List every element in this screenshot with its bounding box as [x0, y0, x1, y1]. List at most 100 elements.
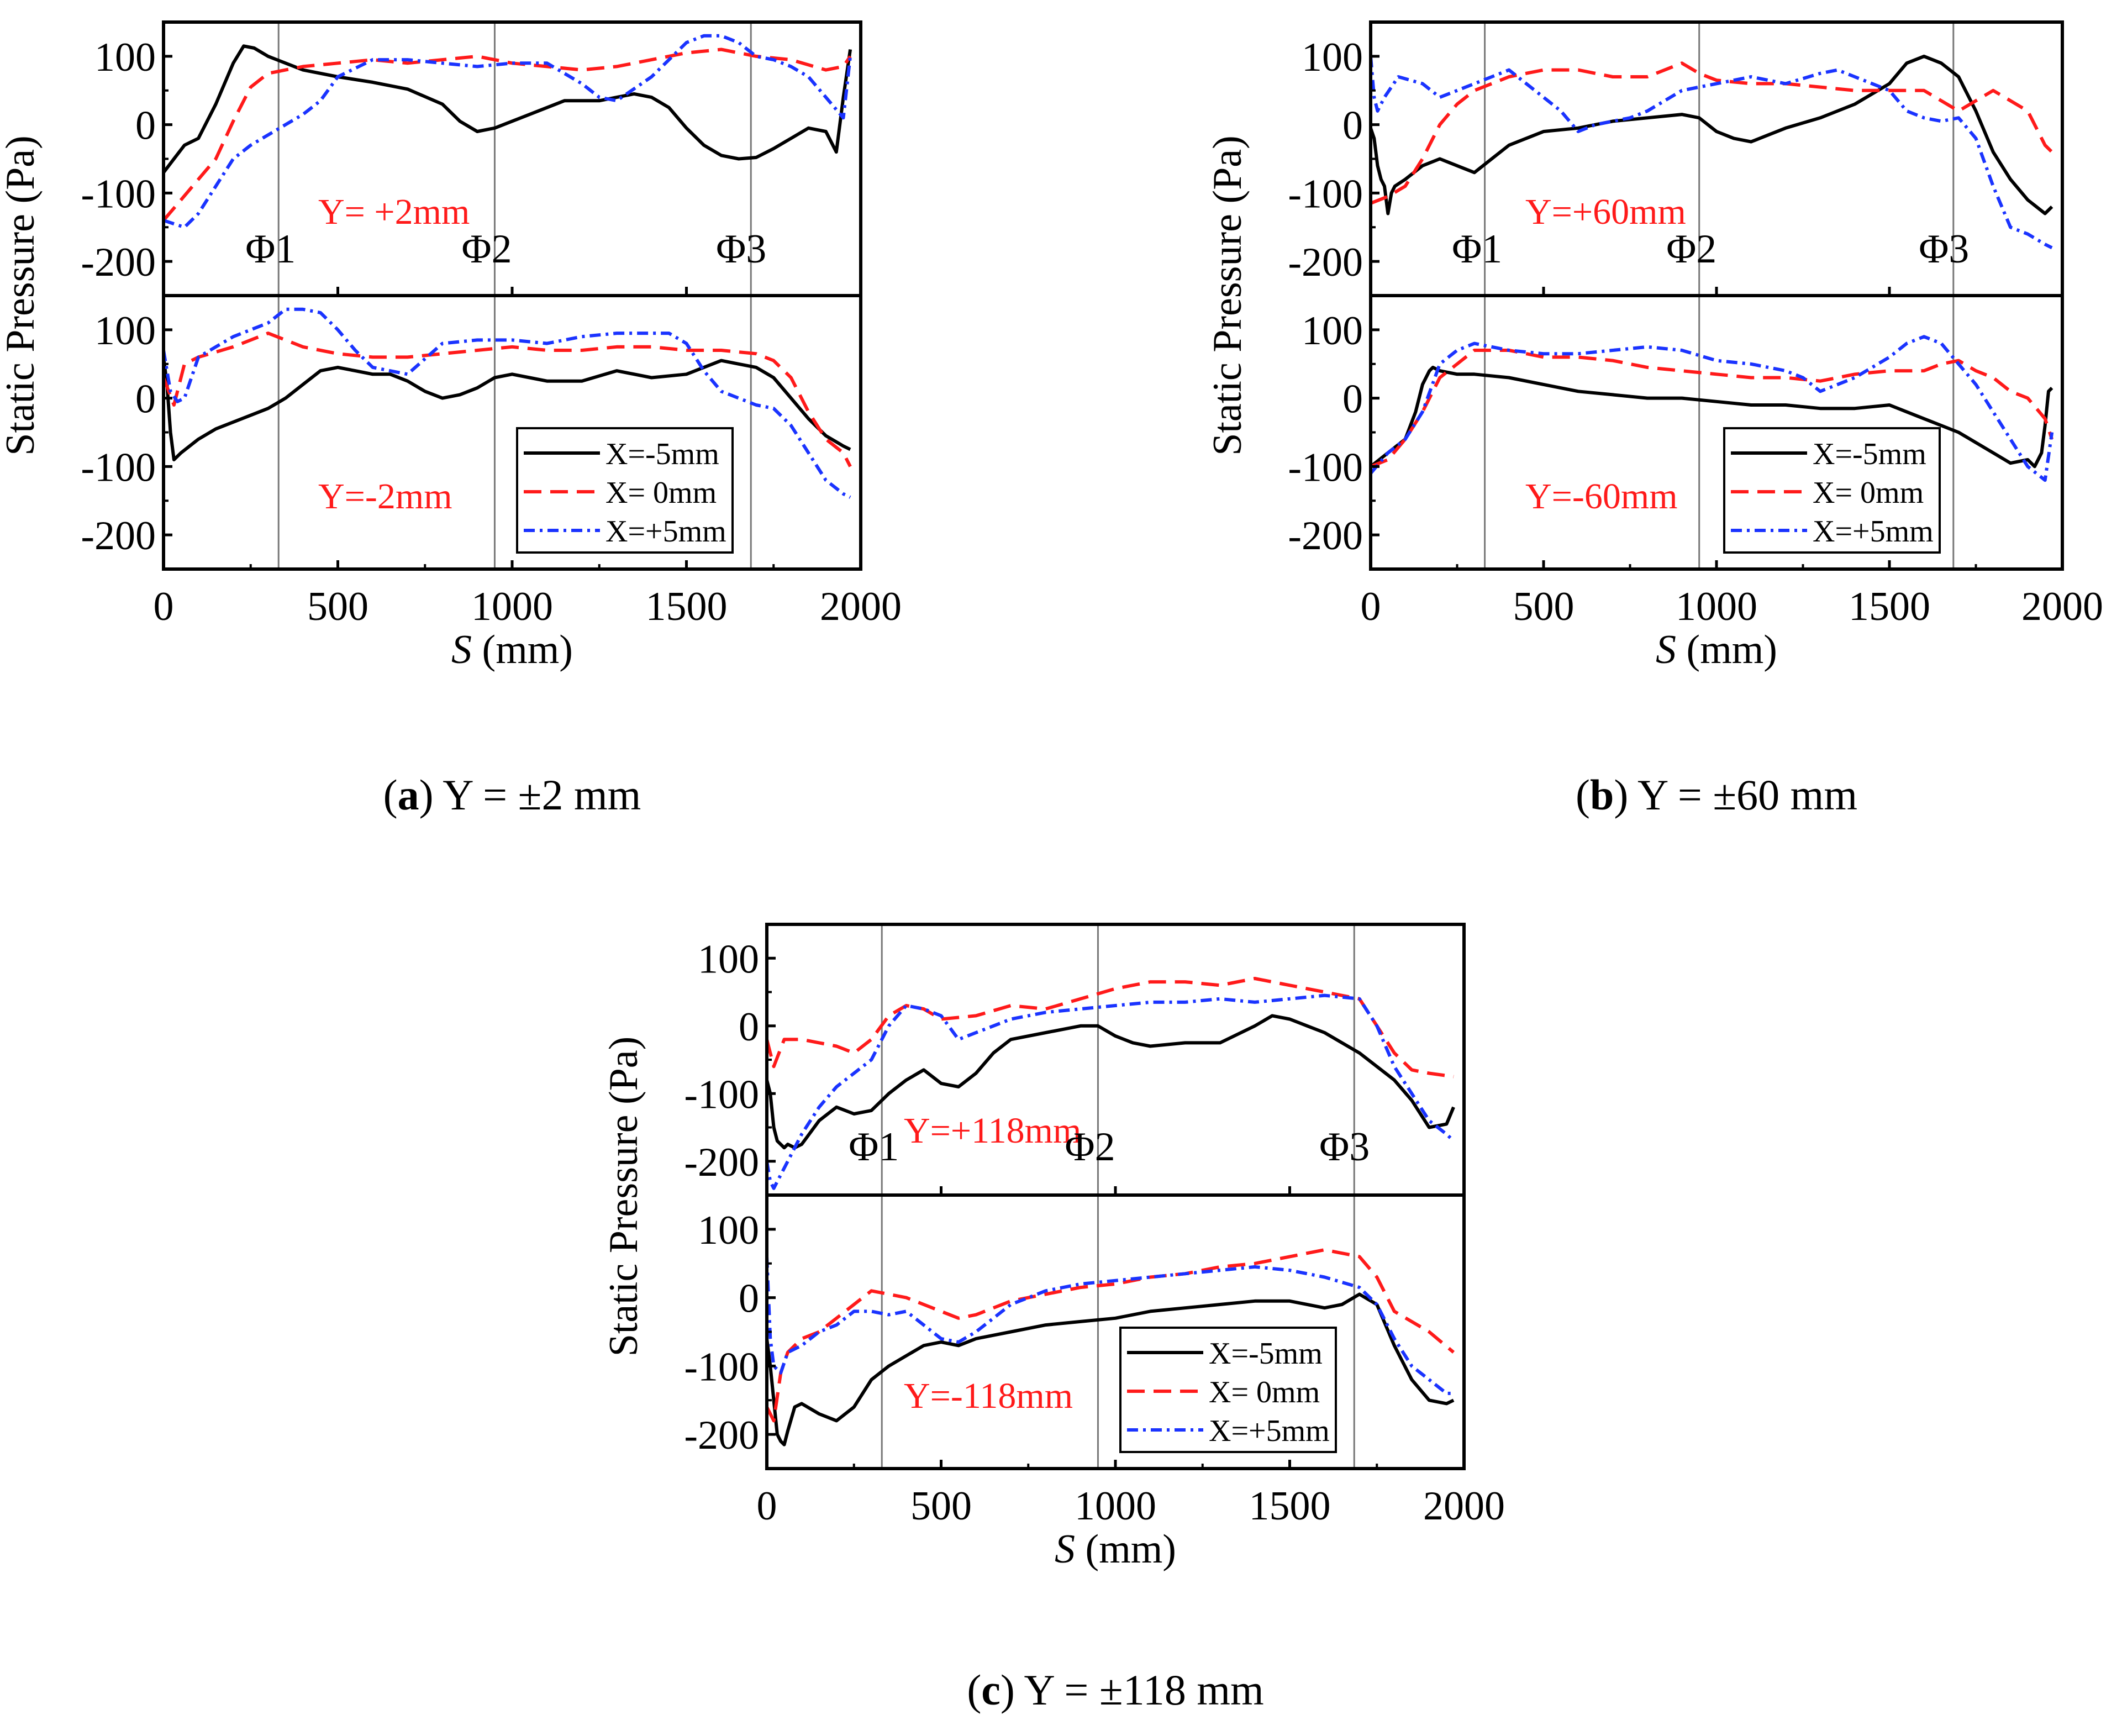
y-axis-label: Static Pressure (Pa) — [1205, 135, 1250, 456]
lower-y-annotation: Y=-118mm — [904, 1376, 1073, 1416]
legend-label-x-pos5: X=+5mm — [1209, 1414, 1330, 1448]
lower-ytick-label: 0 — [135, 377, 156, 422]
panel-caption: (b) Y = ±60 mm — [1576, 771, 1857, 819]
lower-y-annotation: Y=-60mm — [1525, 476, 1678, 517]
xtick-label: 1500 — [646, 584, 728, 629]
caption-text: ) Y = ±118 mm — [1001, 1666, 1264, 1714]
lower-ytick-label: -200 — [81, 513, 156, 559]
xtick-label: 0 — [757, 1484, 777, 1529]
upper-series-x-neg5-line — [164, 44, 852, 174]
lower-ytick-label: 0 — [1342, 377, 1363, 422]
x-axis-label-symbol: S — [1656, 627, 1676, 672]
lower-series-x-0-line — [1371, 349, 2054, 469]
upper-ytick-label: -200 — [1288, 240, 1363, 285]
lower-series-x-neg5-line — [767, 1292, 1455, 1446]
upper-series-x-pos5-line — [1371, 56, 2053, 250]
upper-ytick-label: 0 — [135, 103, 156, 149]
upper-ytick-label: 100 — [1302, 35, 1363, 80]
lower-y-annotation: Y=-2mm — [318, 476, 452, 517]
caption-letter: b — [1590, 771, 1614, 819]
x-axis-label: S (mm) — [1055, 1527, 1176, 1572]
upper-series-x-pos5-line — [767, 993, 1455, 1190]
lower-series-x-neg5-line — [1371, 365, 2053, 469]
x-axis-label-unit: (mm) — [1075, 1527, 1176, 1572]
legend-label-x-0: X= 0mm — [1813, 476, 1924, 510]
panel-b: 1000-100-200Y=+60mm1000-100-200Y=-60mmΦ1… — [1205, 20, 2103, 819]
lower-ytick-label: 0 — [739, 1276, 759, 1322]
upper-y-annotation: Y=+118mm — [904, 1111, 1081, 1151]
legend-label-x-neg5: X=-5mm — [1209, 1337, 1323, 1371]
y-axis-label: Static Pressure (Pa) — [601, 1037, 646, 1357]
lower-ytick-label: 100 — [94, 308, 156, 354]
upper-y-annotation: Y=+60mm — [1525, 192, 1686, 232]
phi-label-2: Φ2 — [462, 227, 512, 272]
xtick-label: 1000 — [1676, 584, 1757, 629]
legend: X=-5mm X= 0mm X=+5mm — [516, 427, 734, 554]
lower-ytick-label: 100 — [698, 1208, 759, 1253]
upper-series-x-neg5-line — [1371, 54, 2053, 215]
x-axis-label-unit: (mm) — [472, 627, 573, 672]
panel-caption: (a) Y = ±2 mm — [383, 771, 641, 819]
phi-label-1: Φ1 — [849, 1124, 899, 1170]
upper-ytick-label: 0 — [1342, 103, 1363, 149]
caption-open-paren: ( — [967, 1666, 981, 1714]
lower-ytick-label: -100 — [1288, 445, 1363, 490]
phi-label-2: Φ2 — [1065, 1124, 1115, 1170]
phi-label-3: Φ3 — [1319, 1124, 1370, 1170]
upper-ytick-label: 0 — [739, 1004, 759, 1050]
xtick-label: 500 — [910, 1484, 972, 1529]
legend: X=-5mm X= 0mm X=+5mm — [1119, 1327, 1337, 1453]
legend-label-x-pos5: X=+5mm — [1813, 514, 1934, 549]
xtick-label: 0 — [154, 584, 174, 629]
xtick-label: 2000 — [1423, 1484, 1505, 1529]
caption-open-paren: ( — [1576, 771, 1590, 819]
lower-ytick-label: 100 — [1302, 308, 1363, 354]
lower-ytick-label: -100 — [684, 1344, 759, 1390]
xtick-label: 1000 — [471, 584, 553, 629]
caption-open-paren: ( — [383, 771, 398, 819]
phi-label-2: Φ2 — [1666, 227, 1716, 272]
lower-series-x-pos5-line — [1371, 335, 2054, 482]
lower-series-x-pos5-line — [164, 307, 851, 499]
upper-ytick-label: -100 — [81, 171, 156, 217]
upper-y-annotation: Y= +2mm — [318, 192, 470, 232]
x-axis-label: S (mm) — [1656, 627, 1777, 672]
xtick-label: 500 — [1513, 584, 1575, 629]
upper-series-x-0-line — [767, 977, 1454, 1079]
legend-label-x-pos5: X=+5mm — [605, 514, 726, 549]
caption-letter: a — [398, 771, 419, 819]
lower-plot-frame — [765, 1193, 1466, 1470]
xtick-label: 2000 — [820, 584, 902, 629]
lower-ytick-label: -200 — [1288, 513, 1363, 559]
upper-ytick-label: 100 — [698, 937, 759, 982]
xtick-label: 1500 — [1249, 1484, 1331, 1529]
upper-series-x-0-line — [1371, 61, 2053, 205]
xtick-label: 0 — [1361, 584, 1381, 629]
lower-series-x-pos5-line — [767, 1256, 1454, 1395]
upper-series-x-0-line — [164, 48, 852, 222]
panel-caption: (c) Y = ±118 mm — [967, 1666, 1263, 1714]
lower-ytick-label: -100 — [81, 445, 156, 490]
upper-ytick-label: 100 — [94, 35, 156, 80]
phi-label-3: Φ3 — [1919, 227, 1969, 272]
lower-series-x-0-line — [767, 1248, 1455, 1423]
legend-label-x-neg5: X=-5mm — [1813, 437, 1926, 471]
xtick-label: 1500 — [1849, 584, 1930, 629]
upper-ytick-label: -100 — [1288, 171, 1363, 217]
caption-text: ) Y = ±60 mm — [1614, 771, 1857, 819]
xtick-label: 2000 — [2021, 584, 2103, 629]
phi-label-1: Φ1 — [1452, 227, 1502, 272]
caption-letter: c — [981, 1666, 1001, 1714]
upper-ytick-label: -200 — [684, 1140, 759, 1185]
xtick-label: 500 — [307, 584, 368, 629]
phi-label-3: Φ3 — [716, 227, 766, 272]
lower-ytick-label: -200 — [684, 1413, 759, 1458]
x-axis-label: S (mm) — [451, 627, 573, 672]
phi-label-1: Φ1 — [245, 227, 296, 272]
legend-label-x-0: X= 0mm — [1209, 1375, 1320, 1409]
lower-plot-frame — [162, 294, 862, 571]
lower-series-x-0-line — [164, 332, 852, 467]
x-axis-label-unit: (mm) — [1676, 627, 1777, 672]
